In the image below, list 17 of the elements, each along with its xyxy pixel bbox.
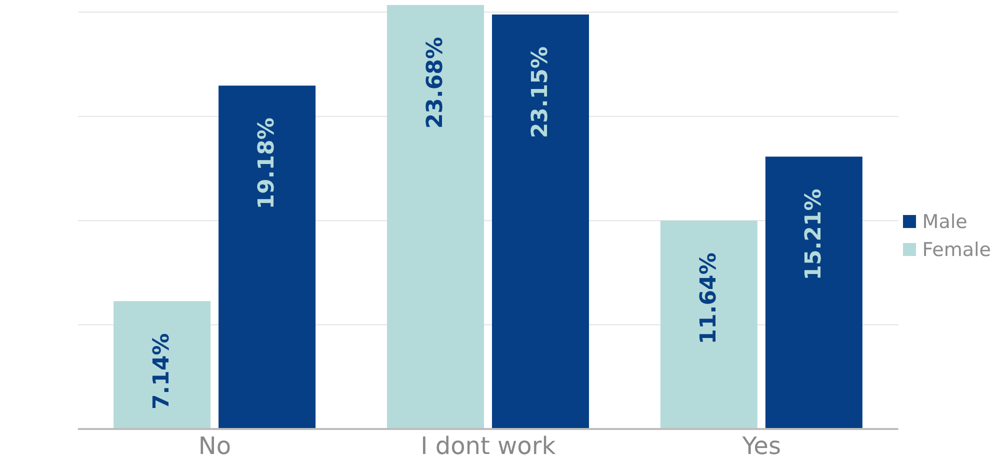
data-label: 11.64%: [696, 252, 722, 344]
x-tick-label: No: [198, 432, 232, 460]
bar: [765, 156, 862, 429]
bar: [492, 14, 589, 429]
data-label: 19.18%: [254, 118, 280, 210]
bar: [386, 5, 484, 429]
data-label: 7.14%: [150, 333, 175, 410]
legend-label: Female: [922, 238, 991, 260]
bar: [660, 220, 758, 429]
legend-label: Male: [922, 210, 968, 232]
data-label: 23.15%: [528, 46, 553, 138]
x-tick-label: I dont work: [420, 432, 556, 460]
bar: [218, 86, 316, 429]
x-tick-label: Yes: [741, 432, 781, 460]
data-label: 15.21%: [801, 188, 826, 280]
data-label: 23.68%: [422, 37, 448, 129]
bar: [114, 301, 211, 429]
